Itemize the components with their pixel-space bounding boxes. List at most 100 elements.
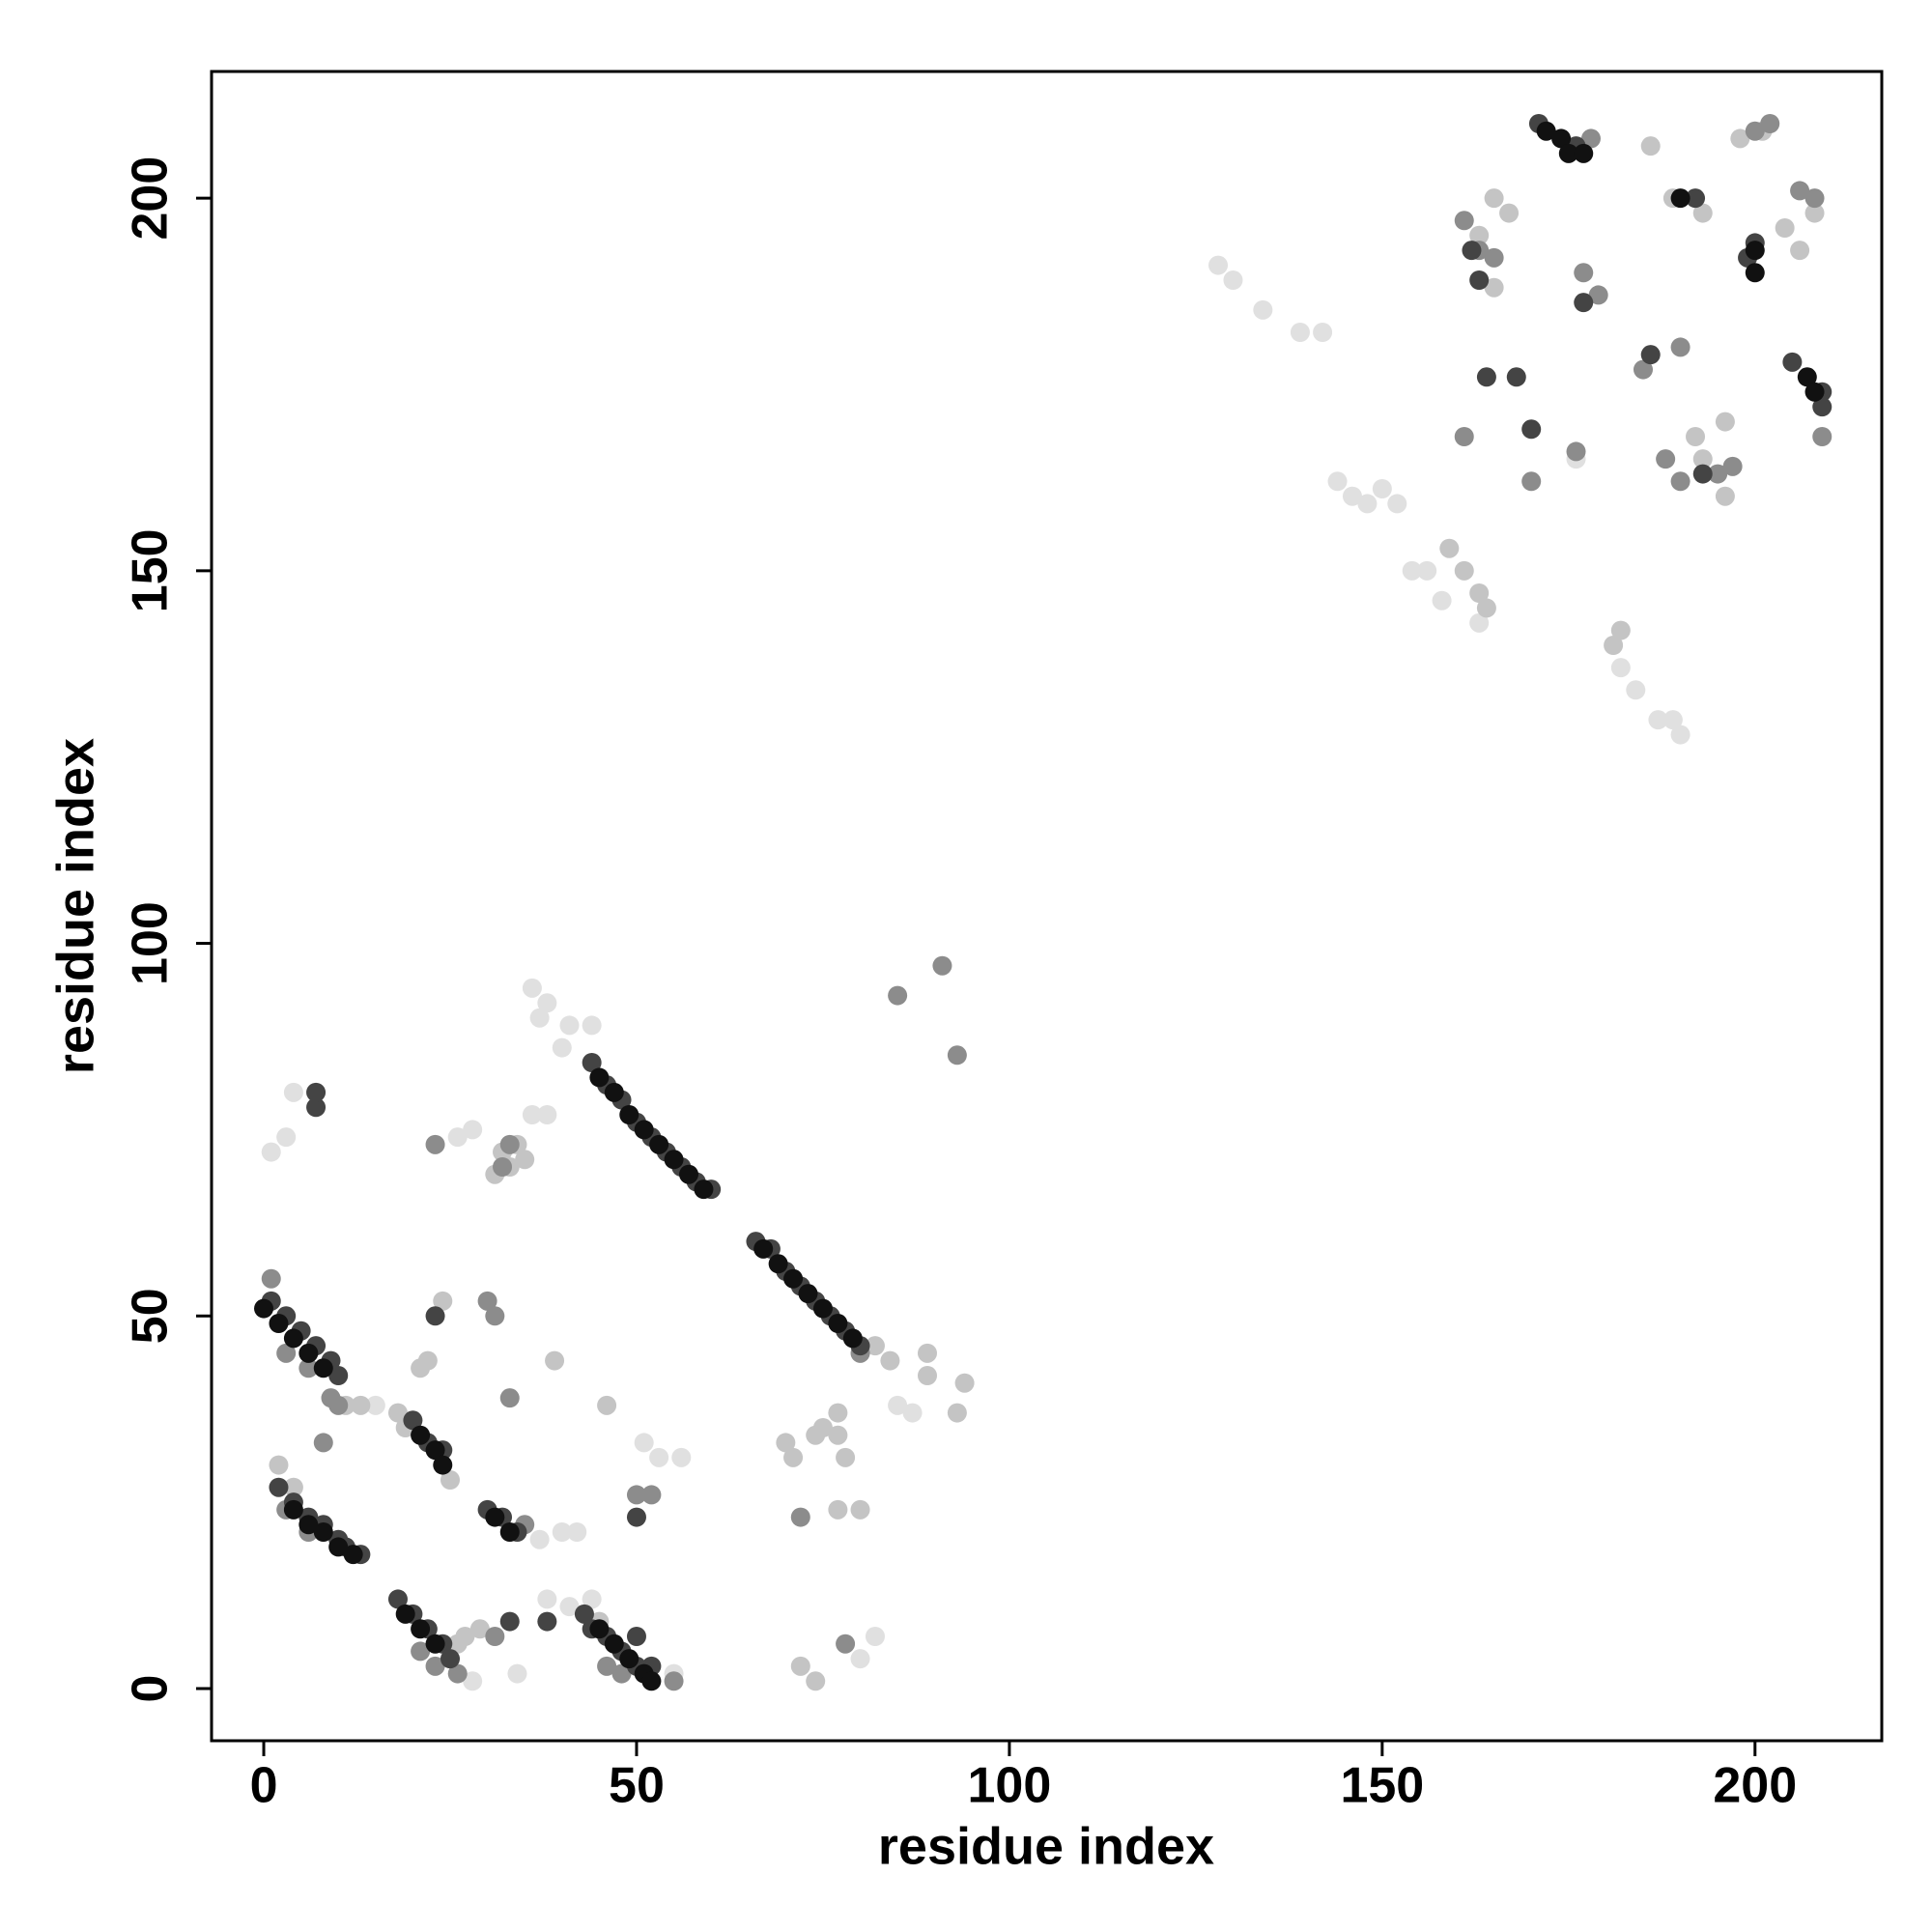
point xyxy=(351,1395,371,1415)
point xyxy=(626,1627,646,1646)
point xyxy=(619,1105,639,1124)
point xyxy=(485,1627,505,1646)
point xyxy=(1439,538,1460,558)
point xyxy=(1484,188,1504,209)
x-tick-label: 100 xyxy=(968,1758,1052,1814)
point xyxy=(604,1082,624,1102)
point xyxy=(812,1418,833,1437)
point xyxy=(499,1611,520,1632)
point xyxy=(537,1611,557,1632)
point xyxy=(1745,121,1765,141)
y-tick-label: 100 xyxy=(123,901,179,985)
point xyxy=(880,1350,900,1371)
point xyxy=(626,1507,646,1527)
point xyxy=(1499,203,1520,223)
point xyxy=(499,1134,520,1154)
point xyxy=(387,1589,408,1609)
point xyxy=(865,1336,885,1356)
point xyxy=(634,1120,654,1140)
point xyxy=(641,1485,662,1505)
point xyxy=(1730,128,1750,149)
point xyxy=(1686,427,1706,446)
point xyxy=(753,1238,774,1259)
point xyxy=(671,1447,692,1467)
point xyxy=(828,1425,848,1445)
point xyxy=(269,1455,289,1475)
x-axis-label: residue index xyxy=(878,1817,1214,1875)
point xyxy=(1692,449,1713,469)
point xyxy=(1580,128,1601,149)
point xyxy=(1469,225,1490,245)
point xyxy=(537,1589,557,1609)
point xyxy=(328,1537,349,1557)
point xyxy=(559,1597,580,1617)
point xyxy=(1610,658,1631,678)
point xyxy=(1670,337,1690,357)
point xyxy=(1782,352,1803,372)
point xyxy=(403,1410,423,1431)
point xyxy=(1484,277,1504,298)
point xyxy=(328,1366,349,1385)
point xyxy=(529,1008,550,1028)
point xyxy=(1372,479,1392,498)
point xyxy=(1812,427,1833,446)
point xyxy=(1692,203,1713,223)
point xyxy=(1574,263,1594,283)
point xyxy=(425,1306,445,1326)
point xyxy=(1692,464,1713,484)
point xyxy=(694,1179,714,1200)
point xyxy=(276,1343,297,1363)
point xyxy=(343,1545,363,1565)
point xyxy=(1790,181,1810,201)
point xyxy=(1804,203,1825,223)
point xyxy=(812,1298,833,1319)
point xyxy=(440,1649,460,1669)
point xyxy=(776,1433,796,1453)
point xyxy=(1804,382,1825,402)
point xyxy=(447,1634,468,1654)
point xyxy=(582,1053,602,1072)
point xyxy=(545,1350,565,1371)
point xyxy=(1558,143,1578,163)
point xyxy=(499,1522,520,1542)
point xyxy=(1670,471,1690,492)
point xyxy=(850,1499,870,1520)
point xyxy=(507,1663,527,1684)
point xyxy=(1469,583,1490,603)
y-tick-label: 200 xyxy=(123,156,179,241)
point xyxy=(559,1015,580,1036)
point xyxy=(634,1433,654,1453)
point xyxy=(679,1164,698,1184)
point xyxy=(850,1649,870,1669)
point xyxy=(425,1440,445,1461)
point xyxy=(1476,598,1496,618)
point xyxy=(283,1328,303,1349)
point xyxy=(515,1150,535,1170)
point xyxy=(1640,136,1661,156)
point xyxy=(440,1470,460,1490)
point xyxy=(582,1589,602,1609)
point xyxy=(485,1306,505,1326)
point xyxy=(447,1127,468,1148)
point xyxy=(522,978,542,998)
point xyxy=(1566,441,1586,462)
point xyxy=(1760,114,1780,133)
point xyxy=(411,1641,431,1662)
point xyxy=(641,1671,662,1691)
x-tick-label: 0 xyxy=(250,1758,278,1814)
point xyxy=(463,1120,483,1140)
point xyxy=(1686,188,1706,209)
point xyxy=(306,1097,327,1118)
point xyxy=(1342,486,1362,506)
point xyxy=(433,1291,453,1311)
point xyxy=(1417,560,1437,581)
point xyxy=(1454,427,1474,446)
point xyxy=(1462,241,1482,261)
point xyxy=(463,1671,483,1691)
x-tick-label: 150 xyxy=(1340,1758,1424,1814)
point xyxy=(1790,241,1810,261)
point xyxy=(842,1328,863,1349)
point xyxy=(947,1403,967,1423)
plot-frame xyxy=(210,70,1884,1743)
